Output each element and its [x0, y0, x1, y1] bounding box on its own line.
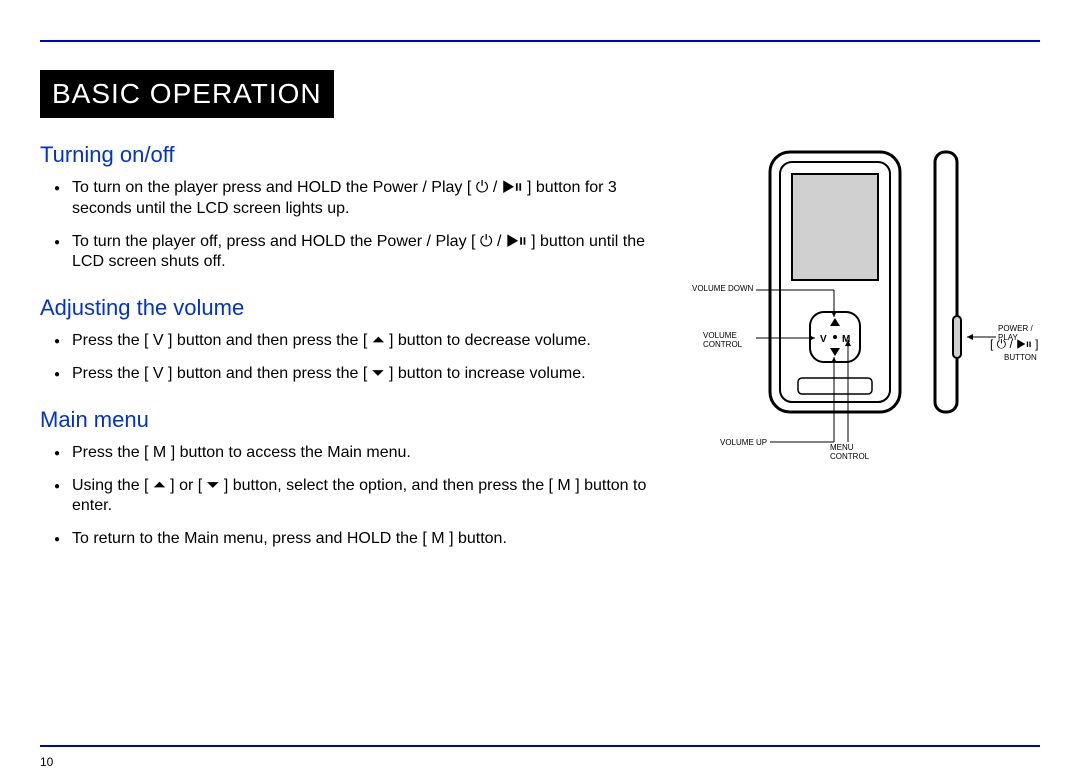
section-heading-volume: Adjusting the volume — [40, 295, 660, 321]
bullet-item: Using the [ ⏶ ] or [ ⏷ ] button, select … — [60, 476, 660, 518]
bottom-rule — [40, 745, 1040, 747]
label-volume-down: VOLUME DOWN — [692, 285, 753, 294]
section-heading-turning-on-off: Turning on/off — [40, 142, 660, 168]
diagram-column: V M — [670, 142, 1040, 572]
bullet-item: To return to the Main menu, press and HO… — [60, 529, 660, 550]
content-row: Turning on/off To turn on the player pre… — [40, 142, 1040, 572]
bullet-item: To turn on the player press and HOLD the… — [60, 178, 660, 220]
bullet-item: To turn the player off, press and HOLD t… — [60, 232, 660, 274]
section-heading-main-menu: Main menu — [40, 407, 660, 433]
page-title: BASIC OPERATION — [40, 70, 334, 118]
svg-text:V: V — [820, 334, 827, 345]
label-volume-up: VOLUME UP — [720, 439, 767, 448]
top-rule — [40, 40, 1040, 42]
label-button: BUTTON — [1004, 354, 1037, 363]
label-menu-control: MENU CONTROL — [830, 444, 869, 462]
label-power-symbol: [ ⏻ / ▶⏸ ] — [990, 338, 1038, 351]
bullet-item: Press the [ V ] button and then press th… — [60, 364, 660, 385]
label-volume-control: VOLUME CONTROL — [703, 332, 742, 350]
device-diagram: V M — [670, 142, 1040, 482]
bullet-list-turning-on-off: To turn on the player press and HOLD the… — [40, 178, 660, 273]
bullet-list-volume: Press the [ V ] button and then press th… — [40, 331, 660, 385]
text-column: Turning on/off To turn on the player pre… — [40, 142, 660, 572]
bullet-item: Press the [ V ] button and then press th… — [60, 331, 660, 352]
bullet-item: Press the [ M ] button to access the Mai… — [60, 443, 660, 464]
page-number: 10 — [40, 755, 53, 769]
bullet-list-main-menu: Press the [ M ] button to access the Mai… — [40, 443, 660, 550]
